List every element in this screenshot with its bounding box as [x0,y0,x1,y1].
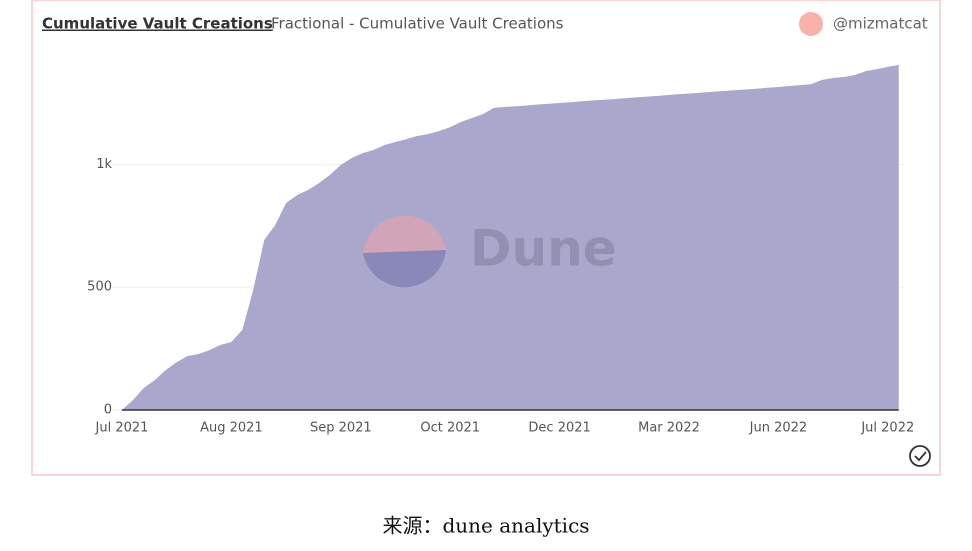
x-tick-label: Jul 2021 [95,421,149,436]
x-tick-label: Dec 2021 [528,421,590,436]
y-tick-label: 1k [96,157,112,172]
chart-title: Cumulative Vault Creations [42,15,273,33]
x-tick-label: Oct 2021 [420,421,480,436]
chart-subtitle: Fractional - Cumulative Vault Creations [271,15,564,33]
x-tick-label: Sep 2021 [310,421,372,436]
x-tick-label: Jun 2022 [749,421,808,436]
source-note: 来源：dune analytics [382,514,589,538]
watermark: Dune [470,220,617,278]
logo-bottom [363,250,446,288]
plot: 0 500 1k Jul 2021 Aug 2021 Sep 2021 Oct 2021 De… [87,64,914,436]
x-tick-label: Mar 2022 [638,421,700,436]
x-tick-label: Aug 2021 [200,421,263,436]
area [122,64,899,410]
author: @mizmatcat [833,15,928,33]
watermark-logo [363,215,446,288]
y-tick-label: 0 [104,403,112,418]
y-tick-label: 500 [87,280,112,295]
x-tick-label: Jul 2022 [860,421,914,436]
logo-top [363,215,446,253]
check-icon [909,445,931,467]
author-avatar [799,12,823,36]
